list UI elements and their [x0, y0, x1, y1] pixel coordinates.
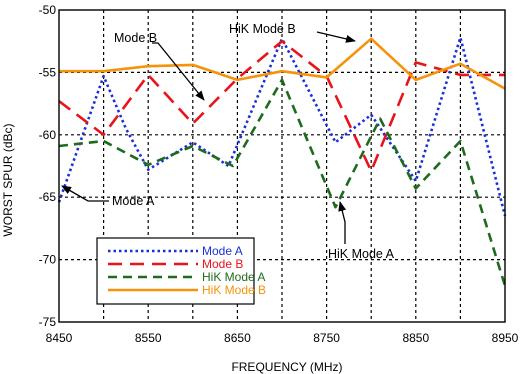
y-tick-label: -50: [39, 3, 57, 17]
series-line-mode-a: [57, 36, 507, 217]
plot-border: [58, 9, 506, 323]
annotation-hik-mode-b-label: HiK Mode B: [229, 22, 296, 36]
annotation-hik-mode-a: HiK Mode A: [328, 201, 395, 261]
legend-label: HiK Mode A: [202, 270, 265, 284]
x-tick-label: 8450: [46, 331, 73, 345]
legend-label: Mode A: [202, 244, 243, 258]
annotation-hik-mode-a-label: HiK Mode A: [328, 247, 395, 261]
x-tick-label: 8550: [135, 331, 162, 345]
annotation-mode-a: Mode A: [61, 185, 155, 208]
x-tick-label: 8750: [313, 331, 340, 345]
series-line-hik-mode-a: [58, 78, 507, 287]
x-tick-label: 8850: [402, 331, 429, 345]
annotation-hik-mode-a-arrow: [338, 201, 347, 244]
legend-label: Mode B: [202, 257, 243, 271]
y-axis-label: WORST SPUR (dBc): [1, 123, 15, 236]
legend-box: [96, 237, 255, 305]
annotation-mode-b: Mode B: [114, 31, 205, 101]
y-tick-label: -55: [39, 65, 57, 79]
series-lines: [57, 36, 507, 287]
annotation-mode-a-label: Mode A: [112, 194, 155, 208]
series-line-mode-b: [58, 39, 505, 173]
x-axis-label: FREQUENCY (MHz): [231, 360, 342, 374]
tick-labels: 8450 8550 8650 8750 8850 8950 -50 -55 -60 -65 -70 -…: [39, 3, 519, 345]
annotation-mode-b-arrow: [152, 42, 205, 101]
x-tick-label: 8950: [492, 331, 519, 345]
y-tick-label: -70: [39, 253, 57, 267]
annotation-mode-b-label: Mode B: [114, 31, 157, 45]
plot-frame: [58, 9, 506, 323]
legend-label: HiK Mode B: [202, 283, 266, 297]
x-tick-label: 8650: [224, 331, 251, 345]
annotation-hik-mode-b: HiK Mode B: [229, 22, 356, 43]
annotation-mode-a-arrow: [61, 185, 109, 202]
y-tick-label: -65: [39, 190, 57, 204]
series-line-hik-mode-b: [59, 37, 506, 90]
y-tick-label: -75: [39, 315, 57, 329]
y-tick-label: -60: [39, 128, 57, 142]
annotation-hik-mode-b-arrow: [316, 31, 356, 43]
